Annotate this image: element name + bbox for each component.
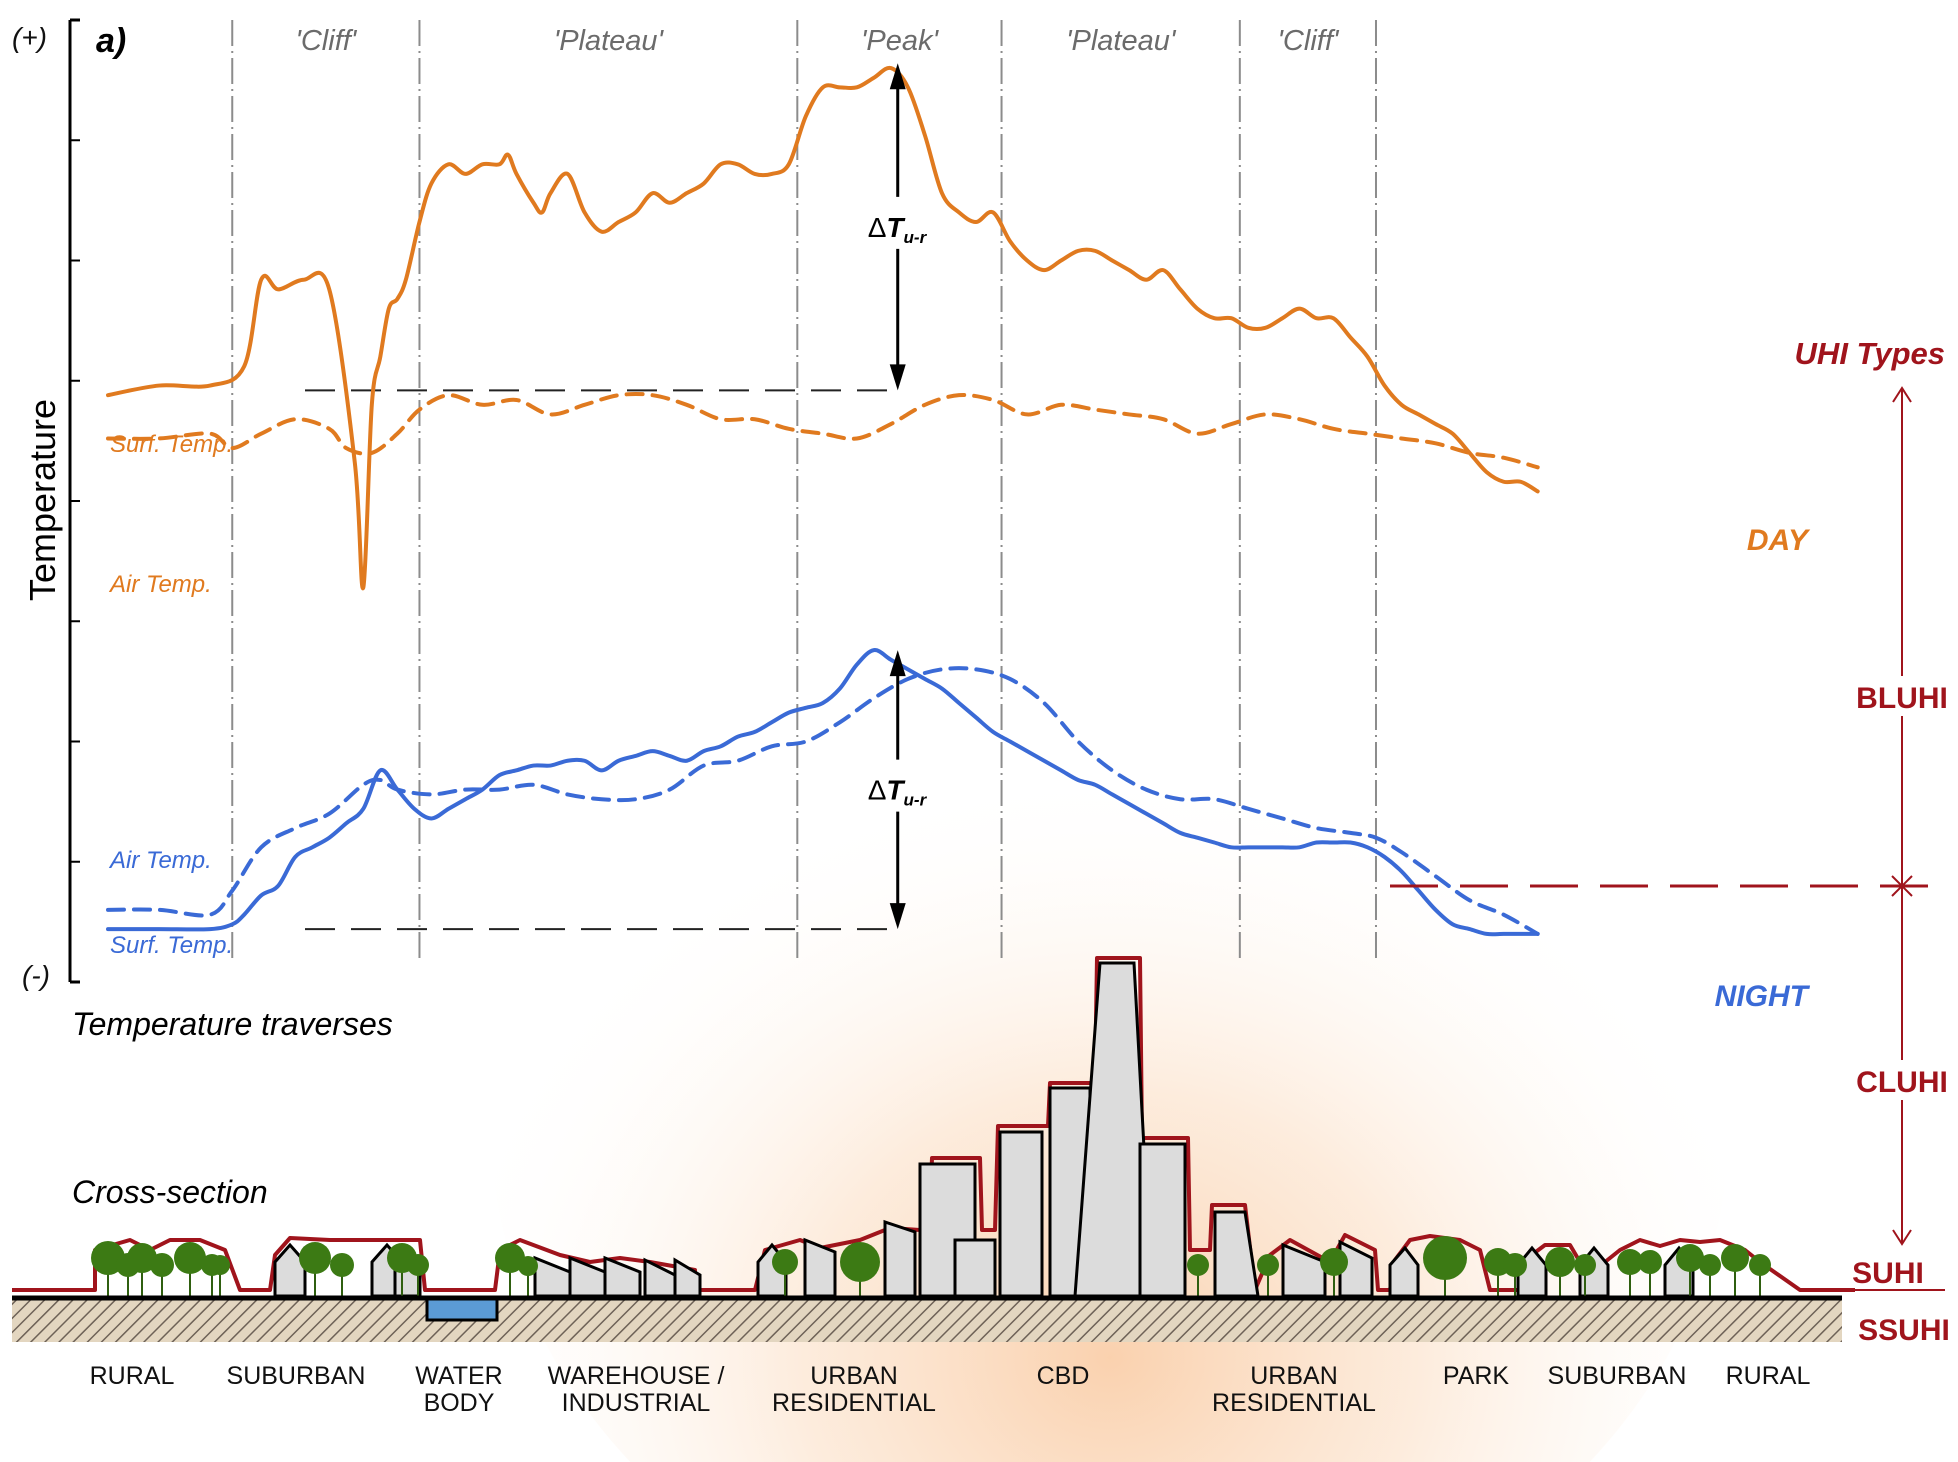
land-use-label: PARK [1443, 1362, 1510, 1390]
uhi-types-panel: UHI Types BLUHI CLUHI SUHI SSUHI [1390, 336, 1950, 1347]
label-day-surf: Surf. Temp. [110, 431, 233, 458]
tree-icon [174, 1242, 206, 1274]
tree-icon [1617, 1249, 1643, 1275]
uhi-arrow-down-icon [1892, 1229, 1912, 1246]
tree-icon [1423, 1236, 1467, 1280]
land-use-label: URBAN [810, 1362, 898, 1390]
zone-layer: 'Cliff' 'Plateau' 'Peak' 'Plateau' 'Cliff' [231, 20, 1377, 958]
tree-icon [518, 1256, 538, 1276]
arrow-down-icon [889, 903, 906, 930]
tree-icon [1676, 1244, 1704, 1272]
delta-t-label: ΔTu-r [868, 775, 928, 810]
tree-icon [1574, 1254, 1596, 1276]
zone-label: 'Cliff' [295, 25, 357, 57]
label-day-air: Air Temp. [108, 571, 212, 598]
panel-label: a) [96, 22, 126, 60]
tree-icon [407, 1254, 429, 1276]
land-use-label: CBD [1037, 1362, 1090, 1390]
series-layer [106, 65, 1540, 937]
caption-section: Cross-section [72, 1174, 268, 1210]
land-use-label: WATER [415, 1362, 503, 1390]
land-use-label: URBAN [1250, 1362, 1338, 1390]
tree-icon [1257, 1254, 1279, 1276]
tree-icon [772, 1249, 798, 1275]
zone-label: 'Plateau' [1066, 25, 1177, 57]
tree-icon [1545, 1247, 1575, 1277]
y-axis-title: Temperature [22, 399, 63, 601]
tree-icon [1638, 1250, 1662, 1274]
tree-icon [1699, 1254, 1721, 1276]
tree-icon [299, 1242, 331, 1274]
tree-icon [127, 1243, 157, 1273]
building [998, 1130, 1044, 1298]
caption-traverses: Temperature traverses [72, 1006, 393, 1042]
arrow-down-icon [889, 364, 906, 391]
land-use-label: RESIDENTIAL [1212, 1389, 1376, 1417]
land-use-label: INDUSTRIAL [562, 1389, 711, 1417]
label-night-air: Air Temp. [108, 847, 212, 874]
ground-soil [12, 1300, 1842, 1342]
land-use-label: SUBURBAN [1548, 1362, 1687, 1390]
tree-icon [1503, 1253, 1527, 1277]
y-ticks [70, 139, 80, 863]
legend-night: NIGHT [1715, 980, 1811, 1013]
boundary-cross-icon [1891, 875, 1913, 897]
zone-label: 'Cliff' [1277, 25, 1339, 57]
uhi-bluhi: BLUHI [1856, 682, 1948, 715]
arrow-up-icon [889, 650, 906, 677]
land-use-label: BODY [424, 1389, 495, 1417]
cross-section [12, 956, 1855, 1342]
uhi-label-bg [1855, 676, 1950, 716]
uhi-arrow-up-icon [1892, 386, 1912, 403]
y-axis: (+) (-) Temperature [12, 18, 80, 991]
suhi-envelope [12, 956, 1855, 1292]
water-body [425, 1296, 499, 1322]
land-use-label: SUBURBAN [227, 1362, 366, 1390]
tree-icon [1721, 1244, 1749, 1272]
tree-icon [150, 1253, 174, 1277]
label-night-surf: Surf. Temp. [110, 932, 233, 959]
series-day-air-line [106, 391, 1540, 470]
building [953, 1238, 997, 1298]
uhi-cluhi: CLUHI [1856, 1066, 1948, 1099]
tree-icon [840, 1242, 880, 1282]
series-night-air-line [106, 666, 1540, 936]
series-night-surf-line [106, 648, 1540, 937]
tree-icon [1187, 1254, 1209, 1276]
reference-lines [305, 389, 898, 931]
series-day-surf-line [106, 65, 1540, 591]
delta-t-label: ΔTu-r [868, 212, 928, 247]
tree-icon [210, 1255, 230, 1275]
land-use-label: RURAL [90, 1362, 175, 1390]
uhi-label-bg [1855, 1060, 1950, 1100]
building [883, 1219, 917, 1298]
delta-annotations: ΔTu-r ΔTu-r [868, 63, 928, 930]
y-bottom-marker: (-) [22, 960, 50, 991]
zone-label: 'Peak' [861, 25, 940, 57]
building [1138, 1142, 1187, 1298]
tree-icon [495, 1243, 525, 1273]
land-use-label: RESIDENTIAL [772, 1389, 936, 1417]
land-use-label: RURAL [1726, 1362, 1811, 1390]
tree-icon [1320, 1248, 1348, 1276]
tree-icon [1749, 1254, 1771, 1276]
legend-day: DAY [1747, 524, 1811, 557]
zone-label: 'Plateau' [554, 25, 665, 57]
uhi-suhi: SUHI [1852, 1257, 1924, 1290]
y-top-marker: (+) [12, 22, 47, 53]
uhi-types-title: UHI Types [1795, 336, 1945, 371]
arrow-up-icon [889, 63, 906, 90]
uhi-ssuhi: SSUHI [1858, 1314, 1950, 1347]
tree-icon [330, 1253, 354, 1277]
land-use-label: WAREHOUSE / [548, 1362, 725, 1390]
